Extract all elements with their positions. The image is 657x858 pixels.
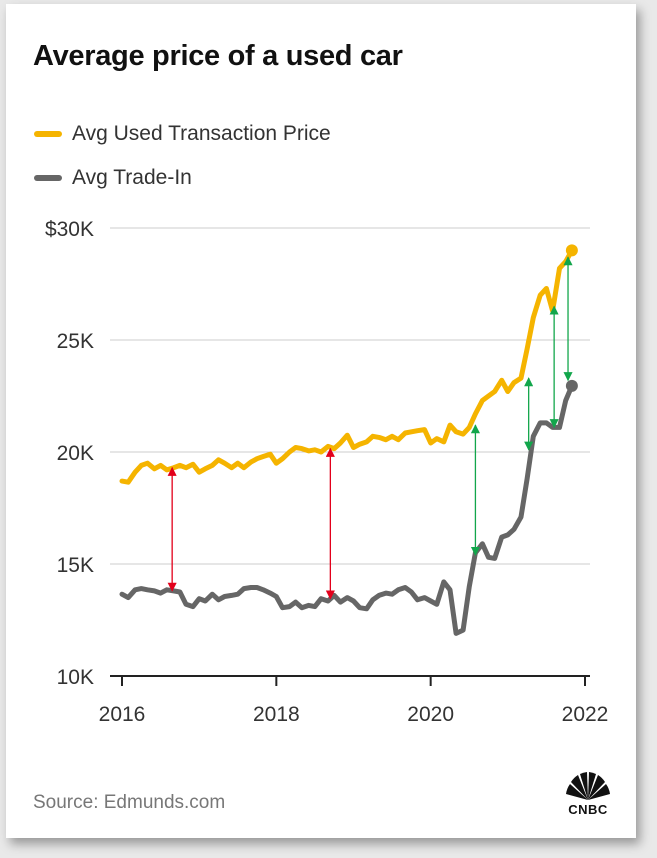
legend-swatch-trade-in <box>34 175 62 181</box>
legend-item-used-price: Avg Used Transaction Price <box>34 112 331 156</box>
y-tick-label: 10K <box>57 666 94 689</box>
y-tick-label: 15K <box>57 554 94 577</box>
x-tick-label: 2016 <box>99 703 146 726</box>
legend-swatch-used-price <box>34 131 62 137</box>
chart-title: Average price of a used car <box>33 40 403 72</box>
x-tick-label: 2022 <box>562 703 609 726</box>
legend: Avg Used Transaction Price Avg Trade-In <box>34 112 331 200</box>
legend-item-trade-in: Avg Trade-In <box>34 156 331 200</box>
series-line-trade-in <box>119 383 575 636</box>
x-tick-label: 2018 <box>253 703 300 726</box>
y-tick-label: 20K <box>57 442 94 465</box>
y-tick-label: $30K <box>45 218 94 241</box>
legend-label-used-price: Avg Used Transaction Price <box>72 122 331 145</box>
y-tick-label: 25K <box>57 330 94 353</box>
source-note: Source: Edmunds.com <box>33 792 226 813</box>
end-marker-trade-in <box>565 379 578 392</box>
cnbc-logo: CNBC <box>556 764 620 817</box>
peacock-icon <box>566 772 610 800</box>
legend-label-trade-in: Avg Trade-In <box>72 166 192 189</box>
x-tick-label: 2020 <box>407 703 454 726</box>
end-marker-used-price <box>565 244 578 257</box>
series-line-used-price <box>119 247 575 485</box>
brand-wordmark: CNBC <box>568 802 608 817</box>
